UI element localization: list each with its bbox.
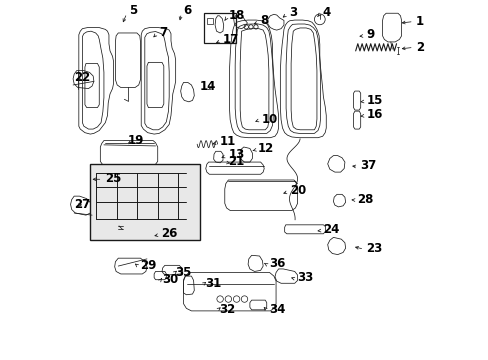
Text: 26: 26: [161, 227, 177, 240]
Text: 16: 16: [366, 108, 382, 121]
Text: 25: 25: [104, 172, 121, 185]
Text: 3: 3: [288, 6, 297, 19]
Text: 4: 4: [321, 6, 329, 19]
Text: 14: 14: [199, 80, 216, 93]
Text: 17: 17: [223, 33, 239, 46]
Text: 12: 12: [258, 142, 274, 155]
Text: 33: 33: [297, 271, 313, 284]
Text: 31: 31: [204, 277, 221, 290]
Text: 36: 36: [268, 257, 285, 270]
Text: 19: 19: [128, 134, 144, 147]
Text: 22: 22: [74, 71, 90, 84]
Text: 15: 15: [366, 94, 382, 107]
Text: 10: 10: [261, 113, 277, 126]
Text: 35: 35: [175, 266, 192, 279]
Text: 21: 21: [228, 155, 244, 168]
Text: 34: 34: [268, 303, 285, 316]
Text: 27: 27: [74, 198, 90, 211]
Text: 11: 11: [219, 135, 235, 148]
Text: 23: 23: [366, 242, 382, 255]
Text: 32: 32: [219, 303, 235, 316]
Text: 18: 18: [228, 9, 244, 22]
Text: 20: 20: [290, 184, 306, 197]
Text: 7: 7: [159, 26, 167, 39]
Text: 30: 30: [162, 273, 178, 286]
Text: 24: 24: [323, 223, 339, 236]
Text: 2: 2: [415, 41, 423, 54]
Bar: [206, 18, 213, 24]
Text: 8: 8: [260, 14, 268, 27]
Text: 1: 1: [415, 15, 423, 28]
Text: 6: 6: [183, 4, 191, 17]
Text: 9: 9: [366, 28, 374, 41]
FancyBboxPatch shape: [89, 164, 200, 240]
Text: 29: 29: [140, 259, 157, 272]
Text: 28: 28: [357, 193, 373, 206]
Text: 13: 13: [228, 148, 244, 161]
Text: 5: 5: [129, 4, 137, 17]
Text: 37: 37: [359, 159, 375, 172]
